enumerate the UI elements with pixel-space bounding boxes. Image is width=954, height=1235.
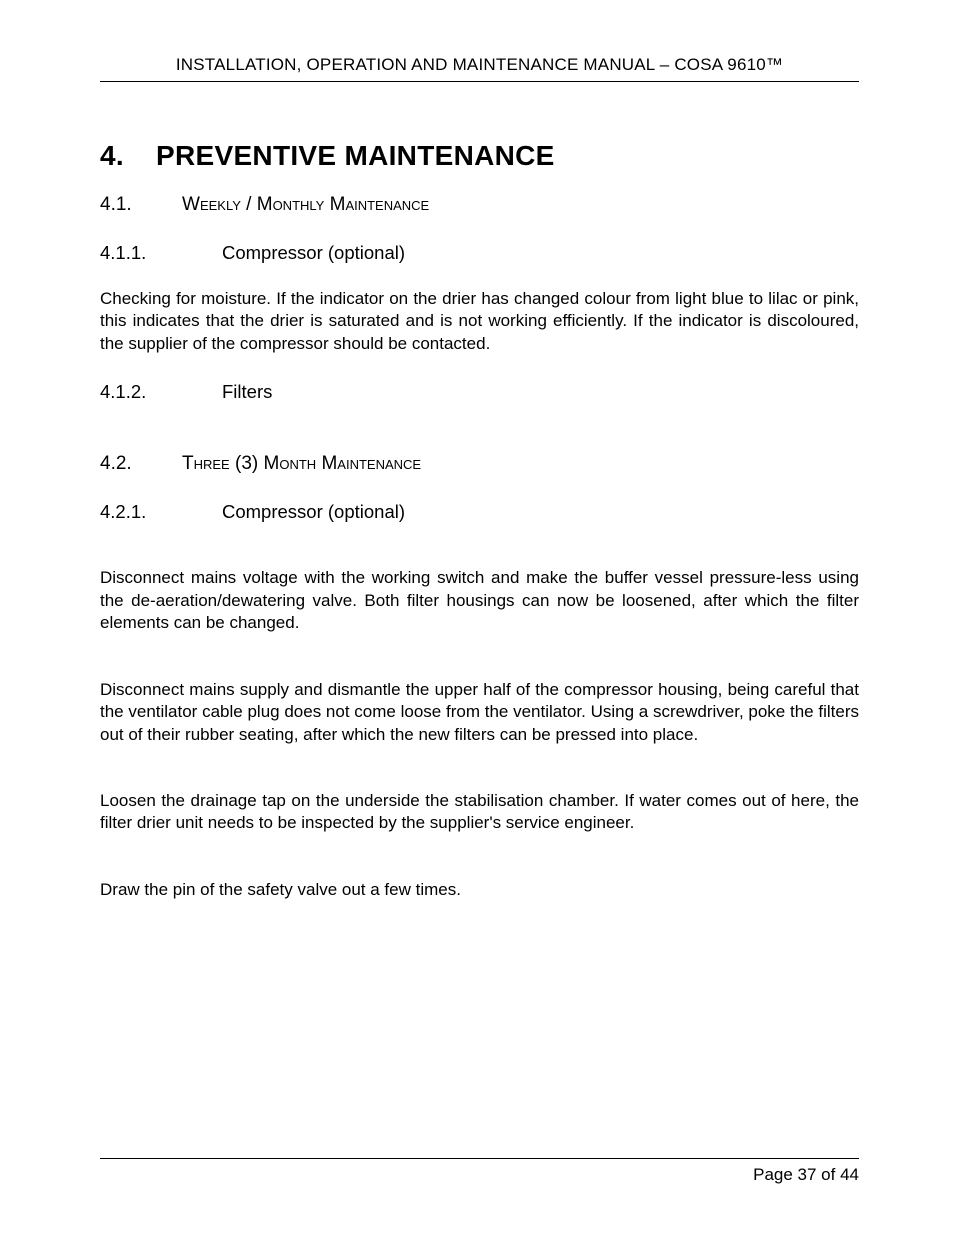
paragraph-4-2-1-d: Draw the pin of the safety valve out a f… — [100, 879, 859, 901]
spacer — [100, 403, 859, 423]
paragraph-4-2-1-a: Disconnect mains voltage with the workin… — [100, 567, 859, 634]
spacer — [100, 635, 859, 655]
spacer — [100, 746, 859, 766]
section-title: Weekly / Monthly Maintenance — [182, 194, 429, 215]
chapter-title-text: PREVENTIVE MAINTENANCE — [156, 140, 555, 171]
chapter-number: 4. — [100, 140, 156, 172]
section-4-1: 4.1.Weekly / Monthly Maintenance — [100, 194, 859, 216]
section-4-2: 4.2.Three (3) Month Maintenance — [100, 453, 859, 475]
chapter-title: 4.PREVENTIVE MAINTENANCE — [100, 140, 859, 172]
page-footer: Page 37 of 44 — [100, 1158, 859, 1185]
page-number: Page 37 of 44 — [753, 1165, 859, 1184]
subsection-number: 4.1.2. — [100, 381, 222, 403]
section-number: 4.1. — [100, 194, 182, 216]
spacer — [100, 835, 859, 855]
subsection-4-1-2: 4.1.2.Filters — [100, 381, 859, 403]
subsection-4-2-1: 4.2.1.Compressor (optional) — [100, 501, 859, 523]
subsection-number: 4.2.1. — [100, 501, 222, 523]
page: INSTALLATION, OPERATION AND MAINTENANCE … — [0, 0, 954, 1235]
subsection-title: Compressor (optional) — [222, 501, 405, 522]
paragraph-4-2-1-c: Loosen the drainage tap on the underside… — [100, 790, 859, 835]
subsection-number: 4.1.1. — [100, 242, 222, 264]
page-header: INSTALLATION, OPERATION AND MAINTENANCE … — [100, 55, 859, 82]
spacer — [100, 523, 859, 543]
subsection-title: Filters — [222, 381, 272, 402]
paragraph-4-1-1: Checking for moisture. If the indicator … — [100, 288, 859, 355]
paragraph-4-2-1-b: Disconnect mains supply and dismantle th… — [100, 679, 859, 746]
header-text: INSTALLATION, OPERATION AND MAINTENANCE … — [176, 55, 783, 74]
section-number: 4.2. — [100, 453, 182, 475]
subsection-title: Compressor (optional) — [222, 242, 405, 263]
subsection-4-1-1: 4.1.1.Compressor (optional) — [100, 242, 859, 264]
section-title: Three (3) Month Maintenance — [182, 453, 421, 474]
